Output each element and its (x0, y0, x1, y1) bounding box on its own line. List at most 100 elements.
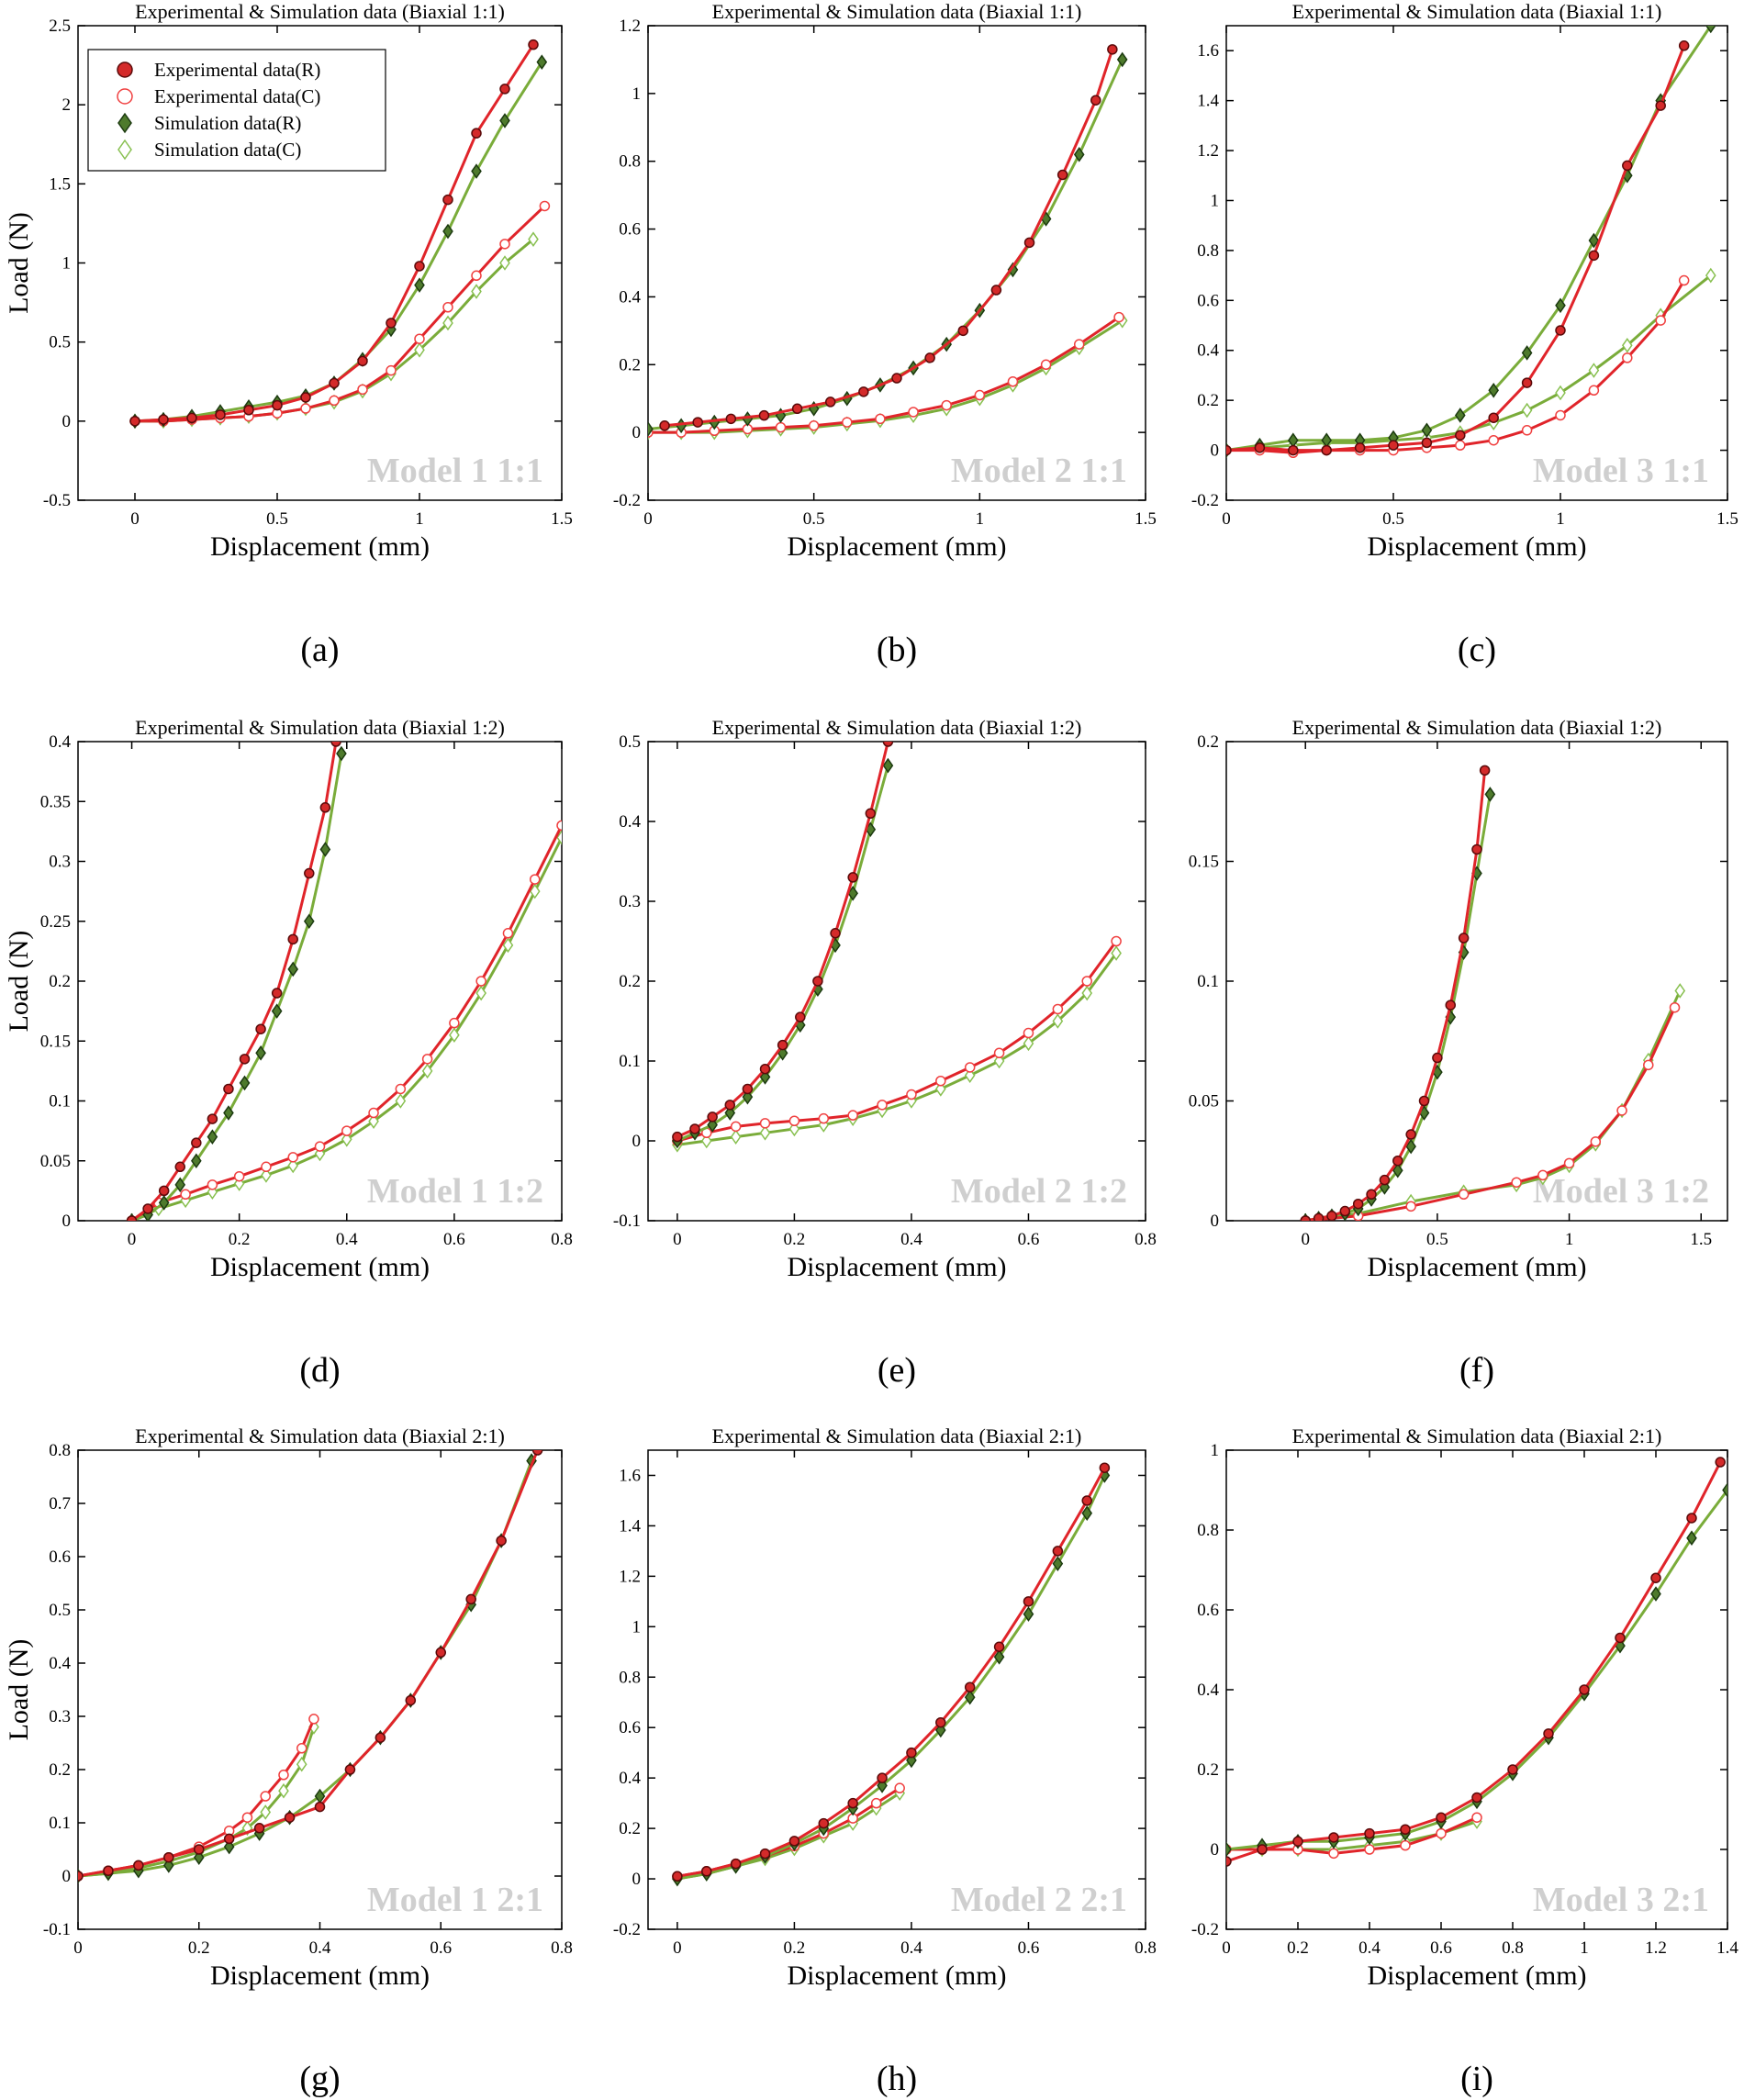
data-point (499, 113, 510, 128)
data-point (471, 284, 482, 299)
data-point (255, 1044, 266, 1061)
x-tick-label: 0 (73, 1938, 83, 1958)
data-point (777, 1039, 788, 1051)
data-point (1328, 1832, 1339, 1843)
data-point (842, 417, 853, 428)
data-point (964, 1689, 976, 1705)
data-point (692, 417, 703, 428)
legend-marker (117, 88, 133, 105)
x-tick-label: 0.2 (229, 1230, 251, 1249)
chart-title: Experimental & Simulation data (Biaxial … (135, 716, 505, 739)
y-tick-label: 0.6 (49, 1547, 71, 1567)
data-point (395, 1083, 407, 1095)
plot-area (78, 1450, 543, 1884)
y-tick-label: 0 (62, 1867, 72, 1886)
data-point (223, 1105, 234, 1121)
plot-area (648, 44, 1128, 441)
y-tick-label: -0.2 (1191, 1920, 1219, 1939)
x-axis-label: Displacement (mm) (787, 531, 1006, 562)
x-tick-label: 0.5 (1426, 1230, 1448, 1249)
legend-label: Experimental data(R) (154, 59, 320, 81)
plot-frame (1225, 741, 1728, 1222)
x-tick-label: 1.2 (1645, 1938, 1667, 1958)
data-point (941, 399, 952, 411)
data-point (1488, 412, 1499, 423)
y-tick-label: 0.6 (619, 1718, 641, 1737)
data-point (1458, 1189, 1470, 1201)
data-point (329, 377, 340, 389)
y-tick-label: 0.3 (49, 853, 71, 872)
panel-label: (b) (877, 631, 917, 669)
data-point (319, 802, 331, 813)
data-point (1705, 267, 1716, 284)
data-point (1254, 442, 1266, 453)
data-point (1521, 377, 1533, 388)
y-tick-label: 0.05 (40, 1152, 71, 1171)
data-point (1226, 1841, 1232, 1858)
y-tick-label: 0 (1211, 441, 1220, 461)
plot-frame (77, 1449, 563, 1930)
data-point (964, 1062, 976, 1073)
model-watermark: Model 2 1:2 (951, 1172, 1127, 1211)
plot-area (1300, 765, 1686, 1221)
data-point (870, 1797, 882, 1809)
data-point (1588, 385, 1600, 397)
model-watermark: Model 1 2:1 (367, 1881, 543, 1919)
y-tick-label: 1.6 (1197, 41, 1219, 61)
x-tick-label: 0 (673, 1938, 682, 1958)
series-simulation-data-r (126, 745, 347, 1221)
data-point (1081, 976, 1092, 987)
data-point (241, 1812, 253, 1823)
x-axis-label: Displacement (mm) (787, 1960, 1006, 1991)
data-point (1445, 1000, 1457, 1011)
data-point (1521, 425, 1533, 436)
data-point (314, 1801, 326, 1813)
data-point (1023, 1596, 1034, 1607)
y-tick-label: 0 (632, 423, 642, 442)
x-axis-label: Displacement (mm) (210, 1960, 430, 1991)
y-tick-label: 0.4 (619, 812, 641, 832)
data-point (278, 1770, 289, 1781)
data-point (759, 1118, 771, 1129)
plot-area (1226, 1457, 1727, 1867)
model-watermark: Model 1 1:1 (367, 452, 543, 490)
data-point (496, 1535, 507, 1547)
data-point (1543, 1728, 1554, 1739)
series-simulation-data-c (672, 945, 1122, 1153)
data-point (1421, 437, 1433, 449)
data-point (935, 1716, 946, 1728)
x-tick-label: 0.6 (1430, 1938, 1452, 1958)
legend-marker (117, 61, 133, 78)
data-point (1643, 1059, 1654, 1071)
data-point (1669, 1001, 1681, 1013)
data-point (725, 413, 737, 425)
data-point (271, 1003, 283, 1019)
y-tick-label: 0.7 (49, 1494, 71, 1514)
data-point (993, 1047, 1005, 1059)
y-tick-label: 1 (1211, 1441, 1220, 1460)
data-point (341, 1125, 352, 1136)
data-point (935, 1076, 946, 1087)
y-tick-label: 0.4 (49, 1654, 71, 1673)
data-point (308, 1714, 319, 1725)
data-point (471, 128, 482, 139)
data-point (442, 223, 453, 240)
data-point (239, 1054, 251, 1065)
data-point (1621, 337, 1633, 353)
data-point (442, 194, 453, 206)
y-tick-label: 0.5 (49, 1601, 71, 1620)
x-tick-label: 0.6 (1018, 1230, 1040, 1249)
data-point (1488, 382, 1500, 398)
x-tick-label: 0 (130, 509, 140, 529)
data-point (1555, 325, 1566, 336)
data-point (539, 200, 551, 212)
data-point (1678, 40, 1690, 51)
data-point (1579, 1684, 1590, 1695)
data-point (993, 1641, 1005, 1653)
data-point (1421, 422, 1433, 439)
data-point (788, 1836, 800, 1847)
data-point (395, 1093, 407, 1109)
data-point (1300, 1215, 1311, 1221)
data-point (1090, 95, 1101, 106)
x-tick-label: 0.8 (551, 1230, 573, 1249)
